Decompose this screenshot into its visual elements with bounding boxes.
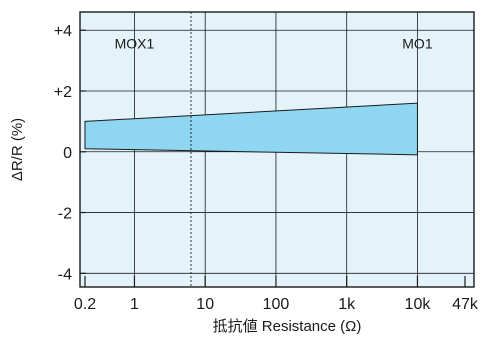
y-tick-label: -2 — [58, 206, 72, 223]
tick-labels: 0.2 1 10 100 1k 10k 47k +4 +2 0 -2 -4 — [54, 23, 479, 313]
annotation-label: MO1 — [402, 35, 433, 51]
x-axis-title: 抵抗値 Resistance (Ω) — [213, 318, 362, 335]
x-tick-label: 10 — [196, 296, 214, 313]
y-tick-label: +4 — [54, 23, 72, 40]
annotations: MOX1 MO1 — [115, 35, 433, 51]
plot-frame — [79, 11, 475, 288]
x-tick-label: 1 — [130, 296, 139, 313]
x-tick-label: 1k — [338, 296, 356, 313]
tolerance-band — [84, 102, 418, 156]
y-tick-label: 0 — [63, 145, 72, 162]
y-tick-label: -4 — [58, 266, 72, 283]
annotation-label: MOX1 — [115, 35, 155, 51]
x-tick-label: 100 — [263, 296, 290, 313]
x-tick-label: 0.2 — [74, 296, 96, 313]
y-tick-label: +2 — [54, 84, 72, 101]
x-tick-label: 47k — [452, 296, 479, 313]
x-tick-label: 10k — [405, 296, 432, 313]
axis-ticks — [80, 29, 466, 287]
y-axis-title: ΔR/R (%) — [9, 118, 26, 181]
